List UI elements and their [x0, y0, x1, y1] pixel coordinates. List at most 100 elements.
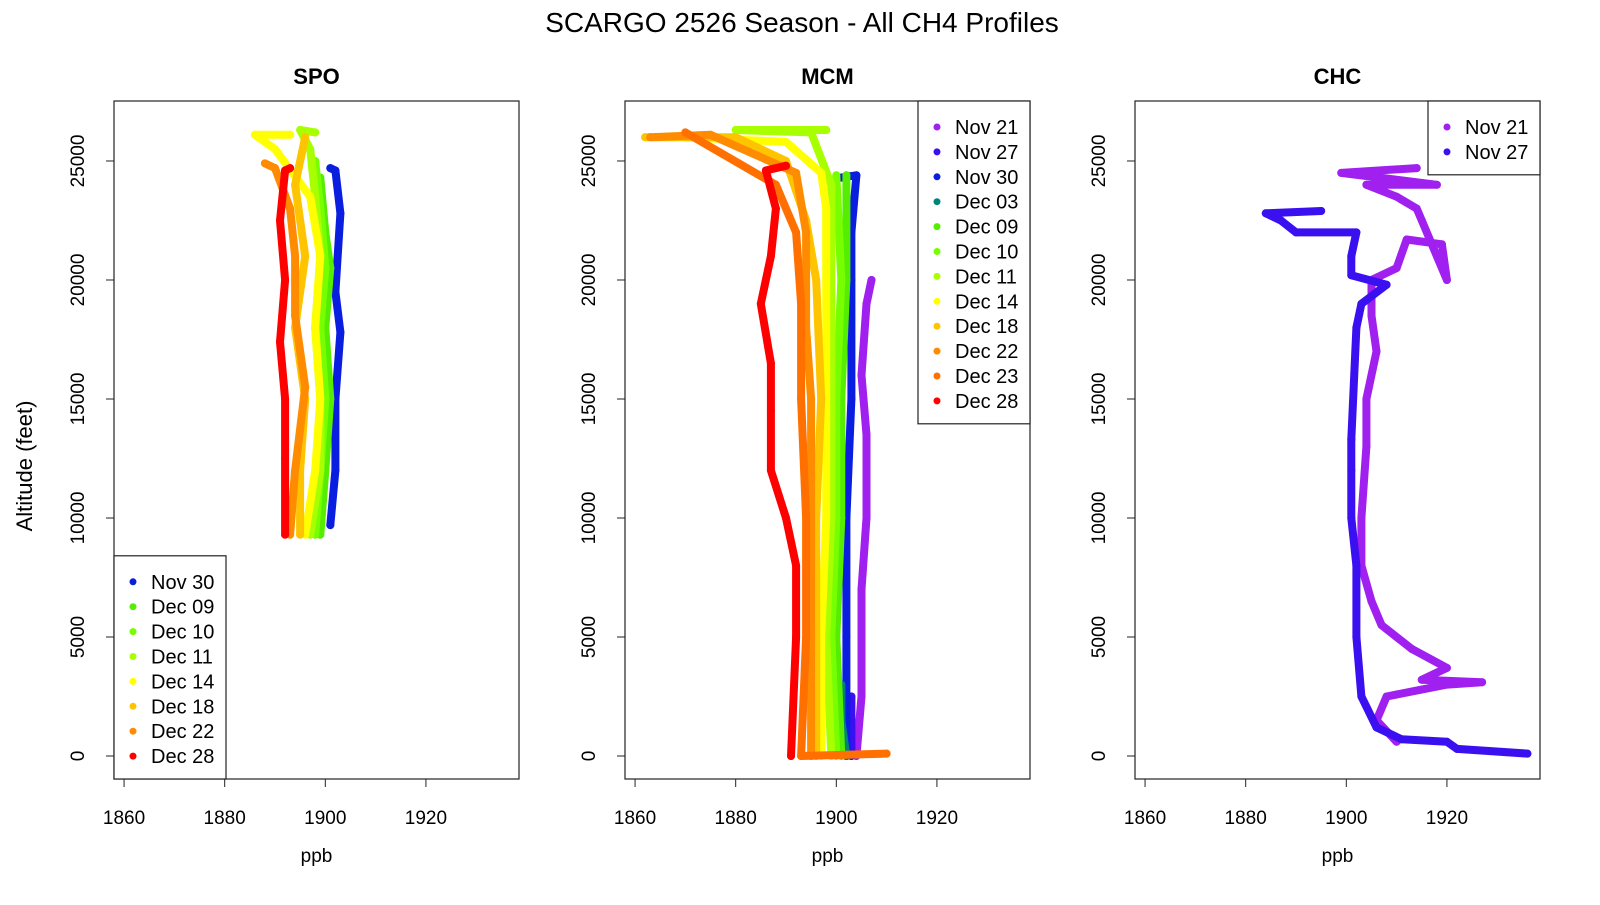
legend-label: Dec 09 — [151, 597, 214, 619]
y-tick-label: 10000 — [579, 492, 600, 545]
data-point — [1357, 692, 1366, 701]
figure-title: SCARGO 2526 Season - All CH4 Profiles — [545, 7, 1059, 38]
y-tick-label: 15000 — [1089, 373, 1110, 426]
data-point — [336, 209, 345, 218]
data-point — [301, 252, 310, 261]
y-tick-label: 5000 — [68, 616, 89, 658]
data-point — [792, 228, 801, 237]
data-point — [306, 192, 315, 201]
data-point — [766, 359, 775, 368]
data-point — [1357, 299, 1366, 308]
data-point — [766, 466, 775, 475]
data-point — [1442, 663, 1451, 672]
data-point — [766, 406, 775, 415]
legend-marker — [129, 677, 137, 685]
legend-label: Dec 18 — [151, 696, 214, 718]
data-point — [852, 171, 861, 180]
data-point — [832, 171, 841, 180]
data-point — [326, 521, 335, 530]
data-point — [1478, 678, 1487, 687]
data-point — [1352, 633, 1361, 642]
data-point — [281, 530, 290, 539]
legend-box — [113, 555, 227, 780]
legend-marker — [933, 322, 941, 330]
data-point — [822, 126, 831, 135]
data-point — [1347, 466, 1356, 475]
x-axis-label: ppb — [812, 846, 844, 867]
data-point — [1397, 735, 1406, 744]
legend-marker — [129, 727, 137, 735]
y-tick-label: 25000 — [1089, 135, 1110, 188]
data-point — [1523, 749, 1532, 758]
x-axis-label: ppb — [301, 846, 333, 867]
data-point — [316, 252, 325, 261]
panel-spo: SPO ppb 1860 1880 1900 1920 0 5000 10000 15000 200… — [68, 64, 520, 867]
data-point — [802, 228, 811, 237]
series-dec-28 — [276, 164, 295, 539]
data-point — [1437, 240, 1446, 249]
data-point — [812, 275, 821, 284]
legend-label: Dec 10 — [955, 242, 1018, 264]
x-tick-label: 1880 — [204, 808, 246, 829]
data-point — [792, 561, 801, 570]
legend-label: Nov 30 — [151, 572, 214, 594]
data-point — [681, 128, 690, 137]
series-dec-22 — [260, 159, 310, 539]
series-nov-27 — [1261, 207, 1532, 758]
data-point — [1352, 323, 1361, 332]
data-point — [797, 299, 806, 308]
panel-mcm: MCM ppb 1860 1880 1900 1920 0 5000 10000 15000 200… — [579, 64, 1031, 867]
data-point — [822, 204, 831, 213]
legend-marker — [1443, 148, 1451, 156]
data-point — [1337, 168, 1346, 177]
legend-label: Dec 28 — [151, 746, 214, 768]
data-point — [787, 752, 796, 761]
legend-label: Dec 09 — [955, 217, 1018, 239]
data-point — [301, 383, 310, 392]
data-point — [311, 128, 320, 137]
data-point — [1362, 180, 1371, 189]
data-point — [1362, 394, 1371, 403]
data-point — [807, 128, 816, 137]
data-point — [857, 692, 866, 701]
series-nov-21 — [852, 276, 876, 760]
data-point — [1317, 206, 1326, 215]
y-tick-label: 0 — [68, 751, 89, 762]
data-point — [842, 171, 851, 180]
data-point — [842, 633, 851, 642]
series-nov-30 — [326, 164, 345, 530]
data-point — [296, 126, 305, 135]
series-dec-23 — [681, 128, 891, 760]
data-point — [1417, 675, 1426, 684]
legend-label: Nov 27 — [1465, 142, 1528, 164]
data-point — [706, 130, 715, 139]
x-tick-label: 1880 — [1225, 808, 1267, 829]
x-axis-label: ppb — [1322, 846, 1354, 867]
panel-title: SPO — [293, 64, 339, 89]
data-point — [766, 252, 775, 261]
legend-marker — [129, 752, 137, 760]
x-tick-label: 1900 — [1325, 808, 1367, 829]
data-point — [1392, 264, 1401, 273]
legend-label: Dec 14 — [955, 291, 1018, 313]
legend-marker — [933, 198, 941, 206]
data-point — [802, 633, 811, 642]
data-point — [1392, 192, 1401, 201]
x-tick-label: 1880 — [715, 808, 757, 829]
y-tick-label: 0 — [1089, 751, 1110, 762]
data-point — [286, 204, 295, 213]
data-point — [1372, 347, 1381, 356]
legend-label: Dec 14 — [151, 671, 214, 693]
data-point — [857, 585, 866, 594]
data-point — [1347, 252, 1356, 261]
data-point — [331, 287, 340, 296]
x-tick-label: 1920 — [916, 808, 958, 829]
data-point — [331, 466, 340, 475]
series-dec-22 — [646, 130, 816, 760]
y-tick-label: 10000 — [1089, 492, 1110, 545]
series-dec-10 — [827, 171, 846, 760]
data-point — [291, 466, 300, 475]
data-point — [761, 166, 770, 175]
data-point — [301, 133, 310, 142]
